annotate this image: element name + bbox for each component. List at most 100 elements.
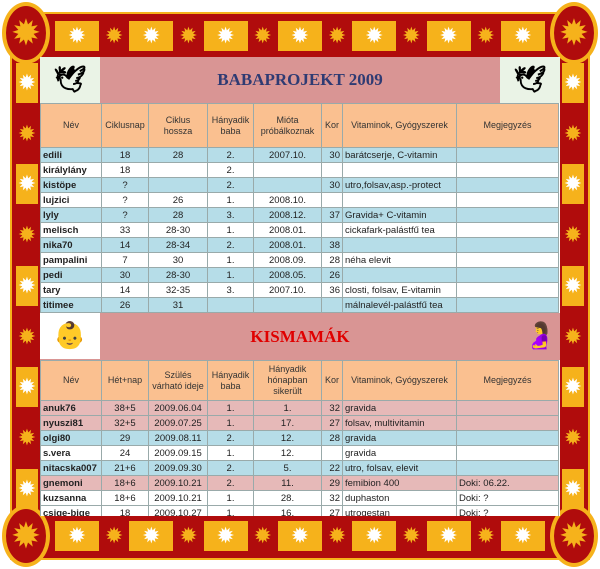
table-cell[interactable]: 38+5: [101, 400, 149, 416]
table-cell[interactable]: 2008.01.: [253, 237, 322, 253]
table-cell[interactable]: 22: [321, 460, 343, 476]
table-cell[interactable]: Doki: ?: [456, 505, 559, 516]
table-cell[interactable]: 2008.12.: [253, 207, 322, 223]
table-cell[interactable]: 7: [101, 252, 149, 268]
table-cell[interactable]: 32+5: [101, 415, 149, 431]
table-cell[interactable]: 28-30: [148, 267, 208, 283]
table-cell[interactable]: 2009.10.27: [148, 505, 208, 516]
table-cell[interactable]: Doki: 06.22.: [456, 475, 559, 491]
table-cell[interactable]: 28: [148, 147, 208, 163]
table-cell[interactable]: 2.: [207, 162, 254, 178]
table-cell[interactable]: 26: [321, 267, 343, 283]
table-cell[interactable]: 28.: [253, 490, 322, 506]
table-cell[interactable]: 36: [321, 282, 343, 298]
table-cell[interactable]: utrogestan: [342, 505, 457, 516]
table-cell[interactable]: 1.: [207, 400, 254, 416]
table-cell[interactable]: 3.: [207, 207, 254, 223]
table-cell[interactable]: 2.: [207, 237, 254, 253]
table-cell[interactable]: 27: [321, 505, 343, 516]
table-cell[interactable]: 26: [101, 297, 149, 313]
table-cell[interactable]: 2008.05.: [253, 267, 322, 283]
table-cell[interactable]: utro, folsav, elevit: [342, 460, 457, 476]
table-cell[interactable]: [342, 192, 457, 208]
table-cell[interactable]: 2.: [207, 430, 254, 446]
name-cell[interactable]: edili: [40, 147, 102, 163]
table-cell[interactable]: closti, folsav, E-vitamin: [342, 282, 457, 298]
table-cell[interactable]: 1.: [207, 445, 254, 461]
table-cell[interactable]: 2.: [207, 475, 254, 491]
table-cell[interactable]: 2007.10.: [253, 147, 322, 163]
table-cell[interactable]: 2.: [207, 147, 254, 163]
table-cell[interactable]: barátcserje, C-vitamin: [342, 147, 457, 163]
table-cell[interactable]: [456, 430, 559, 446]
table-cell[interactable]: [207, 297, 254, 313]
table-cell[interactable]: 29: [321, 475, 343, 491]
table-cell[interactable]: 2009.08.11: [148, 430, 208, 446]
table-cell[interactable]: 18+6: [101, 475, 149, 491]
table-cell[interactable]: 1.: [253, 400, 322, 416]
table-cell[interactable]: [253, 177, 322, 193]
table-cell[interactable]: ?: [101, 207, 149, 223]
table-cell[interactable]: 1.: [207, 192, 254, 208]
table-cell[interactable]: [456, 162, 559, 178]
table-cell[interactable]: ?: [101, 177, 149, 193]
table-cell[interactable]: 26: [148, 192, 208, 208]
table-cell[interactable]: 2008.01.: [253, 222, 322, 238]
table-cell[interactable]: 33: [101, 222, 149, 238]
name-cell[interactable]: nyuszi81: [40, 415, 102, 431]
table-cell[interactable]: 29: [101, 430, 149, 446]
table-cell[interactable]: folsav, multivitamin: [342, 415, 457, 431]
table-cell[interactable]: 28: [321, 430, 343, 446]
table-cell[interactable]: [456, 177, 559, 193]
table-cell[interactable]: [456, 400, 559, 416]
name-cell[interactable]: nitacska007: [40, 460, 102, 476]
table-cell[interactable]: [321, 297, 343, 313]
table-cell[interactable]: 16.: [253, 505, 322, 516]
table-cell[interactable]: [321, 445, 343, 461]
table-cell[interactable]: 2009.06.04: [148, 400, 208, 416]
table-cell[interactable]: ?: [101, 192, 149, 208]
table-cell[interactable]: 38: [321, 237, 343, 253]
name-cell[interactable]: kuzsanna: [40, 490, 102, 506]
table-cell[interactable]: [456, 207, 559, 223]
table-cell[interactable]: [148, 177, 208, 193]
table-cell[interactable]: 18+6: [101, 490, 149, 506]
table-cell[interactable]: 30: [148, 252, 208, 268]
table-cell[interactable]: 31: [148, 297, 208, 313]
table-cell[interactable]: 27: [321, 415, 343, 431]
table-cell[interactable]: [456, 192, 559, 208]
table-cell[interactable]: Doki: ?: [456, 490, 559, 506]
name-cell[interactable]: s.vera: [40, 445, 102, 461]
table-cell[interactable]: [342, 237, 457, 253]
table-cell[interactable]: 2007.10.: [253, 282, 322, 298]
table-cell[interactable]: cickafark-palástfű tea: [342, 222, 457, 238]
name-cell[interactable]: melisch: [40, 222, 102, 238]
name-cell[interactable]: nika70: [40, 237, 102, 253]
table-cell[interactable]: 30: [101, 267, 149, 283]
table-cell[interactable]: 32-35: [148, 282, 208, 298]
table-cell[interactable]: 12.: [253, 445, 322, 461]
name-cell[interactable]: gnemoni: [40, 475, 102, 491]
name-cell[interactable]: tary: [40, 282, 102, 298]
table-cell[interactable]: 28: [148, 207, 208, 223]
table-cell[interactable]: 3.: [207, 282, 254, 298]
table-cell[interactable]: [456, 147, 559, 163]
table-cell[interactable]: 14: [101, 282, 149, 298]
table-cell[interactable]: 1.: [207, 505, 254, 516]
table-cell[interactable]: 17.: [253, 415, 322, 431]
name-cell[interactable]: csige-bige: [40, 505, 102, 516]
name-cell[interactable]: királylány: [40, 162, 102, 178]
name-cell[interactable]: pampalini: [40, 252, 102, 268]
table-cell[interactable]: [342, 267, 457, 283]
table-cell[interactable]: gravida: [342, 400, 457, 416]
table-cell[interactable]: [456, 297, 559, 313]
table-cell[interactable]: [253, 297, 322, 313]
table-cell[interactable]: 30: [321, 147, 343, 163]
table-cell[interactable]: [456, 252, 559, 268]
table-cell[interactable]: gravida: [342, 445, 457, 461]
table-cell[interactable]: 18: [101, 505, 149, 516]
table-cell[interactable]: 28-30: [148, 222, 208, 238]
table-cell[interactable]: 2008.10.: [253, 192, 322, 208]
table-cell[interactable]: [253, 162, 322, 178]
table-cell[interactable]: [321, 192, 343, 208]
